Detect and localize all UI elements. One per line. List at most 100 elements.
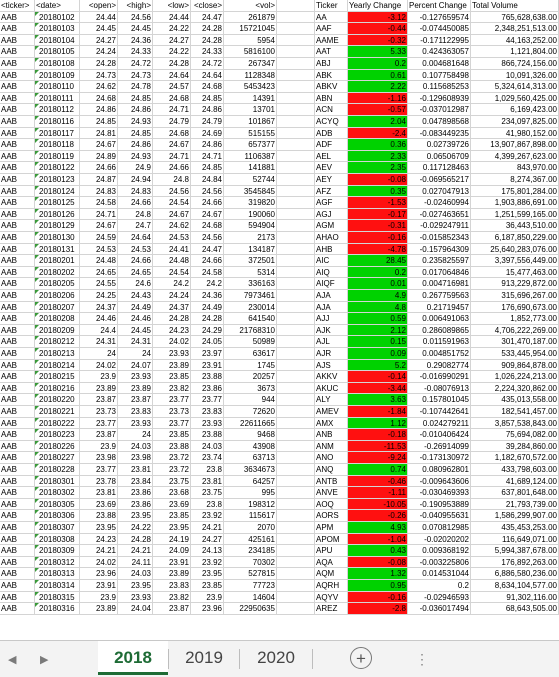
open-cell[interactable]: 24.85 — [80, 116, 118, 128]
empty-cell[interactable] — [277, 162, 315, 174]
open-cell[interactable]: 23.96 — [80, 568, 118, 580]
close-cell[interactable]: 24.68 — [191, 220, 224, 232]
empty-cell[interactable] — [277, 46, 315, 58]
open-cell[interactable]: 24.4 — [80, 324, 118, 337]
summary-ticker-cell[interactable]: AKKV — [315, 371, 348, 383]
open-cell[interactable]: 24.81 — [80, 127, 118, 140]
high-cell[interactable]: 23.95 — [118, 580, 153, 592]
open-cell[interactable]: 23.77 — [80, 464, 118, 476]
high-cell[interactable]: 24.66 — [118, 255, 153, 267]
close-cell[interactable]: 23.88 — [191, 371, 224, 383]
date-cell[interactable]: 20180216 — [35, 382, 80, 395]
date-cell[interactable]: 20180131 — [35, 243, 80, 256]
total-volume-cell[interactable]: 175,801,284.00 — [471, 185, 559, 198]
yearly-change-cell[interactable]: -0.32 — [348, 34, 408, 47]
ticker-cell[interactable]: AAB — [0, 220, 35, 232]
ticker-cell[interactable]: AAB — [0, 324, 35, 337]
low-cell[interactable]: 24.09 — [153, 545, 191, 557]
high-cell[interactable]: 24.86 — [118, 139, 153, 151]
total-volume-cell[interactable]: 2,348,251,513.00 — [471, 23, 559, 35]
date-cell[interactable]: 20180306 — [35, 510, 80, 522]
low-cell[interactable]: 23.95 — [153, 522, 191, 534]
total-volume-cell[interactable]: 866,724,156.00 — [471, 58, 559, 70]
high-cell[interactable]: 24.28 — [118, 533, 153, 546]
percent-change-cell[interactable]: 0.21719457 — [408, 301, 471, 314]
yearly-change-cell[interactable]: 0.74 — [348, 464, 408, 476]
close-cell[interactable]: 23.95 — [191, 568, 224, 580]
percent-change-cell[interactable]: 0.004716981 — [408, 278, 471, 290]
open-cell[interactable]: 24.31 — [80, 336, 118, 348]
vol-cell[interactable]: 2070 — [224, 522, 277, 534]
percent-change-cell[interactable]: -0.010406424 — [408, 429, 471, 441]
ticker-cell[interactable]: AAB — [0, 92, 35, 105]
date-cell[interactable]: 20180227 — [35, 452, 80, 464]
total-volume-cell[interactable]: 8,634,104,577.00 — [471, 580, 559, 592]
low-cell[interactable]: 24.54 — [153, 197, 191, 209]
open-header[interactable]: <open> — [80, 0, 118, 12]
summary-ticker-cell[interactable]: AJJ — [315, 313, 348, 325]
tab-2020[interactable]: 2020 — [257, 648, 295, 667]
yearly-change-cell[interactable]: -0.17 — [348, 208, 408, 221]
high-cell[interactable]: 23.93 — [118, 371, 153, 383]
open-cell[interactable]: 24.66 — [80, 162, 118, 174]
high-cell[interactable]: 24.56 — [118, 11, 153, 24]
close-cell[interactable]: 23.92 — [191, 556, 224, 569]
percent-change-cell[interactable]: 0.06506709 — [408, 150, 471, 163]
percent-change-cell[interactable]: 0.29082774 — [408, 359, 471, 372]
ticker-cell[interactable]: AAB — [0, 58, 35, 70]
high-cell[interactable]: 23.95 — [118, 510, 153, 522]
yearly-change-cell[interactable]: 0.95 — [348, 580, 408, 592]
vol-cell[interactable]: 944 — [224, 394, 277, 406]
close-cell[interactable]: 24.47 — [191, 243, 224, 256]
close-cell[interactable]: 23.93 — [191, 417, 224, 430]
summary-ticker-cell[interactable]: AHAO — [315, 232, 348, 244]
yearly-change-cell[interactable]: -0.18 — [348, 429, 408, 441]
date-cell[interactable]: 20180208 — [35, 313, 80, 325]
empty-cell[interactable] — [277, 243, 315, 256]
ticker-cell[interactable]: AAB — [0, 81, 35, 93]
open-cell[interactable]: 24.83 — [80, 185, 118, 198]
empty-cell[interactable] — [277, 556, 315, 569]
summary-ticker-cell[interactable]: AJR — [315, 348, 348, 360]
open-cell[interactable]: 24.45 — [80, 23, 118, 35]
empty-cell[interactable] — [277, 452, 315, 464]
open-cell[interactable]: 23.9 — [80, 371, 118, 383]
high-cell[interactable]: 23.84 — [118, 475, 153, 488]
high-cell[interactable]: 23.87 — [118, 394, 153, 406]
close-cell[interactable]: 24.69 — [191, 127, 224, 140]
empty-cell[interactable] — [277, 394, 315, 406]
yearly-change-cell[interactable]: -1.53 — [348, 197, 408, 209]
percent-change-cell[interactable]: -0.107442641 — [408, 406, 471, 418]
close-cell[interactable]: 23.8 — [191, 464, 224, 476]
percent-change-cell[interactable]: -0.027463651 — [408, 208, 471, 221]
vol-cell[interactable]: 14391 — [224, 92, 277, 105]
summary-ticker-cell[interactable]: ADF — [315, 139, 348, 151]
ticker-cell[interactable]: AAB — [0, 603, 35, 615]
total-volume-cell[interactable]: 765,628,638.00 — [471, 11, 559, 24]
date-cell[interactable]: 20180119 — [35, 150, 80, 163]
ticker-cell[interactable]: AAB — [0, 104, 35, 116]
open-cell[interactable]: 23.77 — [80, 417, 118, 430]
low-header[interactable]: <low> — [153, 0, 191, 12]
summary-ticker-cell[interactable]: AJS — [315, 359, 348, 372]
vol-cell[interactable]: 2173 — [224, 232, 277, 244]
ticker-summary-header[interactable]: Ticker — [315, 0, 348, 12]
total-volume-cell[interactable]: 10,091,326.00 — [471, 69, 559, 82]
empty-cell[interactable] — [277, 116, 315, 128]
yearly-change-cell[interactable]: 0.01 — [348, 278, 408, 290]
ticker-cell[interactable]: AAB — [0, 34, 35, 47]
low-cell[interactable]: 24.27 — [153, 34, 191, 47]
low-cell[interactable]: 24.23 — [153, 324, 191, 337]
empty-cell[interactable] — [277, 23, 315, 35]
ticker-cell[interactable]: AAB — [0, 487, 35, 499]
date-cell[interactable]: 20180213 — [35, 348, 80, 360]
open-cell[interactable]: 24.68 — [80, 92, 118, 105]
vol-cell[interactable]: 63713 — [224, 452, 277, 464]
open-cell[interactable]: 23.89 — [80, 603, 118, 615]
yearly-change-cell[interactable]: 0.59 — [348, 313, 408, 325]
ticker-cell[interactable]: AAB — [0, 498, 35, 511]
high-cell[interactable]: 24.9 — [118, 162, 153, 174]
vol-cell[interactable]: 7973461 — [224, 290, 277, 302]
date-cell[interactable]: 20180118 — [35, 139, 80, 151]
total-volume-cell[interactable]: 1,251,599,165.00 — [471, 208, 559, 221]
